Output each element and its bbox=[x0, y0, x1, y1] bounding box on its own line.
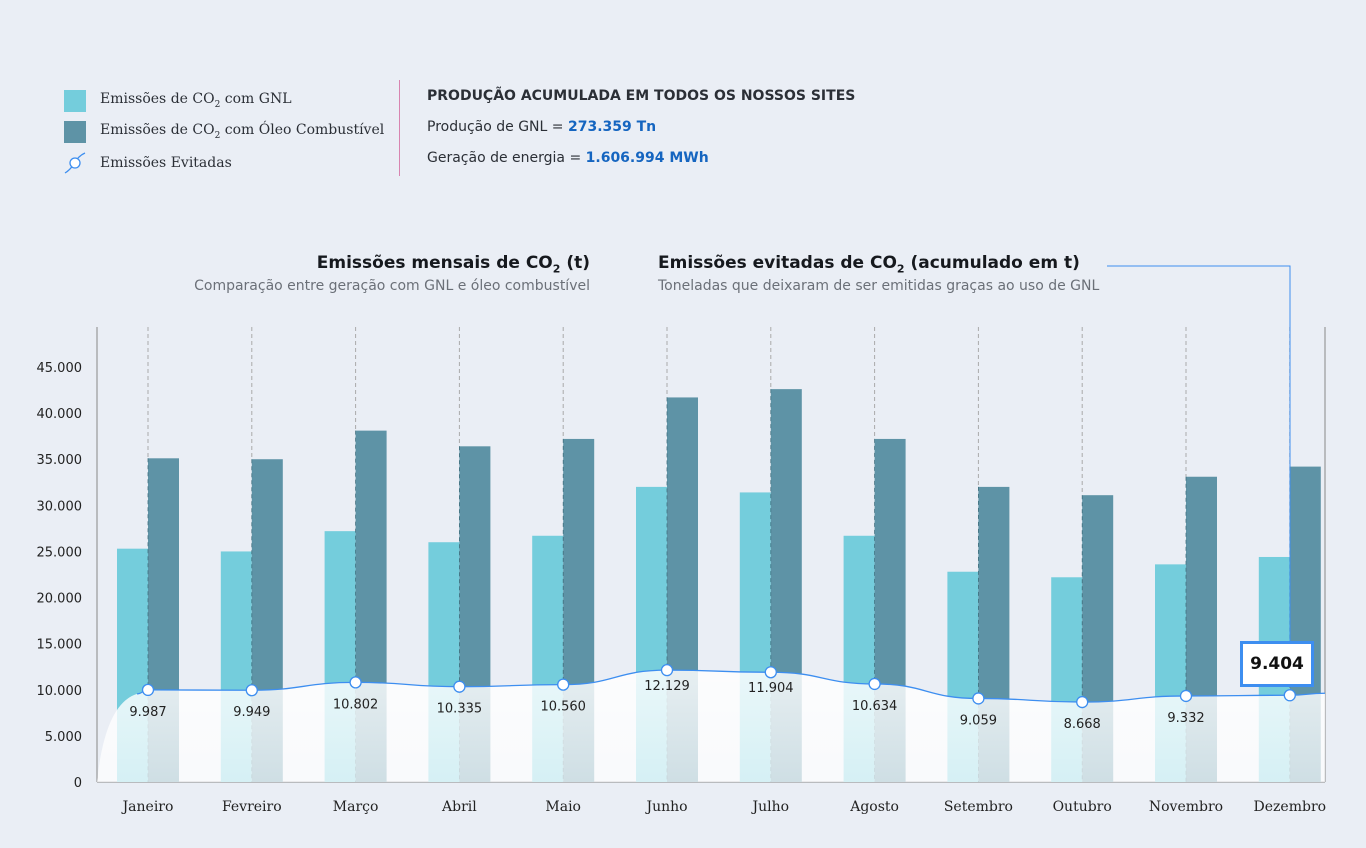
avoided-label: 9.949 bbox=[233, 705, 270, 720]
x-tick-label: Dezembro bbox=[1254, 799, 1327, 815]
x-tick-label: Abril bbox=[441, 799, 477, 815]
avoided-point bbox=[1076, 695, 1089, 709]
avoided-label: 10.634 bbox=[852, 699, 898, 714]
avoided-label: 11.904 bbox=[748, 681, 794, 696]
x-tick-label: Novembro bbox=[1149, 799, 1223, 815]
y-tick-label: 5.000 bbox=[45, 730, 82, 745]
x-tick-label: Junho bbox=[644, 799, 687, 815]
energy-generation: Geração de energia = 1.606.994 MWh bbox=[427, 150, 709, 166]
legend: Emissões de CO2 com GNL Emissões de CO2 … bbox=[64, 85, 384, 178]
production-title: PRODUÇÃO ACUMULADA EM TODOS OS NOSSOS SI… bbox=[427, 88, 856, 104]
avoided-emissions-subtitle: Toneladas que deixaram de ser emitidas g… bbox=[658, 278, 1100, 295]
avoided-label: 8.668 bbox=[1064, 717, 1101, 732]
avoided-point bbox=[1179, 689, 1193, 703]
x-tick-label: Outubro bbox=[1053, 799, 1112, 815]
avoided-point bbox=[972, 692, 985, 705]
legend-label: Emissões de CO2 com Óleo Combustível bbox=[100, 122, 385, 141]
avoided-point bbox=[141, 683, 155, 697]
oleo-swatch bbox=[64, 120, 86, 143]
legend-item-gnl[interactable]: Emissões de CO2 com GNL bbox=[64, 85, 384, 116]
avoided-point bbox=[349, 676, 362, 689]
avoided-label: 12.129 bbox=[644, 679, 690, 694]
avoided-label: 9.332 bbox=[1167, 711, 1204, 726]
avoided-point bbox=[1283, 689, 1296, 702]
avoided-point bbox=[453, 680, 466, 693]
production-summary: PRODUÇÃO ACUMULADA EM TODOS OS NOSSOS SI… bbox=[427, 85, 855, 178]
avoided-label: 9.059 bbox=[960, 713, 997, 728]
avoided-label: 10.560 bbox=[540, 700, 586, 715]
monthly-emissions-title: Emissões mensais de CO2 (t) Comparação e… bbox=[194, 253, 590, 295]
highlight-callout: 9.404 bbox=[1240, 641, 1314, 687]
y-tick-label: 45.000 bbox=[37, 361, 83, 376]
x-tick-label: Janeiro bbox=[121, 799, 174, 815]
gnl-production: Produção de GNL = 273.359 Tn bbox=[427, 119, 657, 135]
avoided-area bbox=[97, 670, 1325, 782]
y-tick-label: 30.000 bbox=[37, 499, 83, 514]
avoided-point bbox=[660, 663, 674, 677]
x-tick-label: Março bbox=[333, 799, 379, 815]
avoided-point bbox=[557, 678, 570, 691]
x-tick-label: Setembro bbox=[944, 799, 1013, 815]
legend-label: Emissões Evitadas bbox=[100, 154, 232, 171]
avoided-label: 9.987 bbox=[129, 705, 166, 720]
gnl-swatch bbox=[64, 89, 86, 112]
legend-item-evitadas[interactable]: Emissões Evitadas bbox=[64, 147, 384, 178]
y-tick-label: 15.000 bbox=[37, 638, 83, 653]
avoided-point bbox=[868, 677, 881, 691]
x-tick-label: Maio bbox=[545, 799, 581, 815]
legend-item-oleo[interactable]: Emissões de CO2 com Óleo Combustível bbox=[64, 116, 384, 147]
x-tick-label: Julho bbox=[751, 799, 790, 815]
avoided-emissions-title: Emissões evitadas de CO2 (acumulado em t… bbox=[658, 253, 1100, 295]
avoided-label: 10.802 bbox=[333, 697, 379, 712]
avoided-point bbox=[245, 684, 258, 697]
monthly-emissions-subtitle: Comparação entre geração com GNL e óleo … bbox=[194, 278, 590, 295]
y-tick-label: 25.000 bbox=[37, 545, 83, 560]
avoided-point bbox=[764, 666, 777, 679]
y-tick-label: 20.000 bbox=[37, 592, 83, 607]
y-tick-label: 40.000 bbox=[37, 407, 83, 422]
callout-connector bbox=[1107, 265, 1291, 641]
legend-label: Emissões de CO2 com GNL bbox=[100, 91, 292, 110]
y-tick-label: 10.000 bbox=[37, 684, 83, 699]
line-marker-icon bbox=[64, 151, 86, 174]
avoided-line bbox=[136, 669, 1326, 703]
x-tick-label: Fevreiro bbox=[222, 799, 282, 815]
x-tick-label: Agosto bbox=[849, 799, 899, 815]
divider bbox=[399, 80, 400, 176]
y-tick-label: 0 bbox=[74, 776, 82, 791]
avoided-label: 10.335 bbox=[437, 702, 483, 717]
y-tick-label: 35.000 bbox=[37, 453, 83, 468]
